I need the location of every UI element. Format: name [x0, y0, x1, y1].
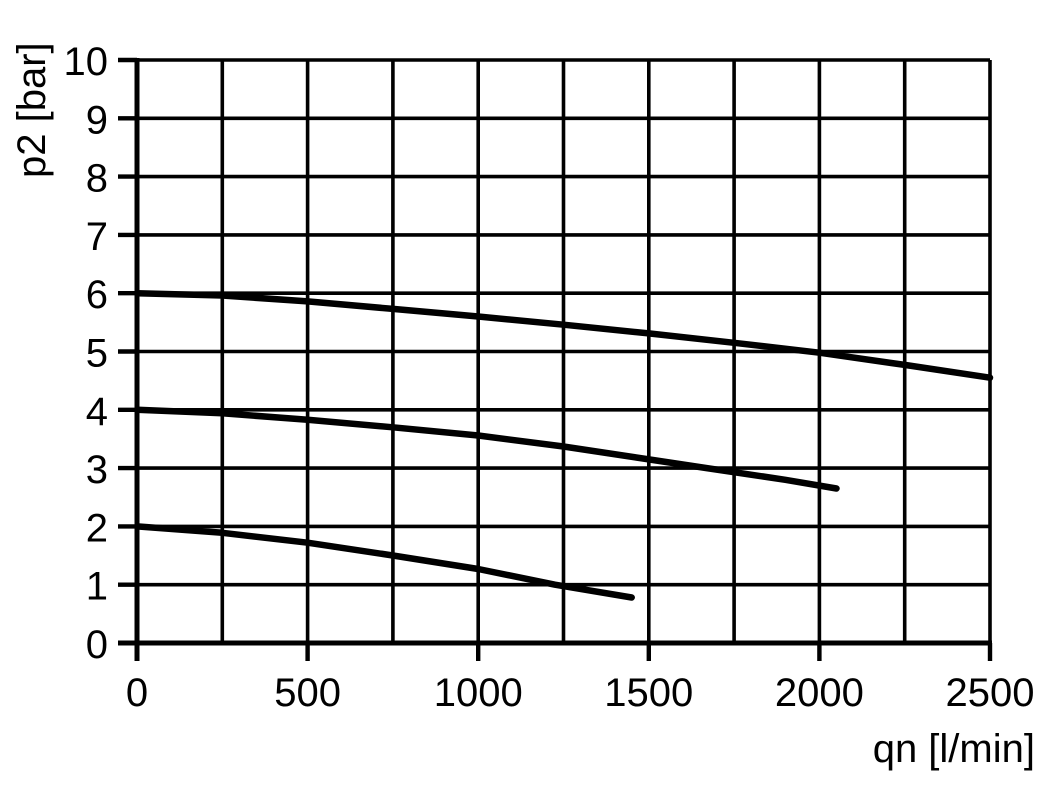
middle-curve	[133, 406, 840, 492]
y-tick-label: 9	[86, 98, 108, 142]
y-tick-label: 0	[86, 623, 108, 667]
upper-curve	[133, 289, 994, 381]
lower-curve	[133, 523, 635, 601]
curves-layer	[133, 289, 994, 601]
x-tick-label: 2500	[946, 671, 1035, 715]
y-tick-label: 5	[86, 332, 108, 376]
y-tick-label: 7	[86, 215, 108, 259]
y-tick-label: 4	[86, 390, 108, 434]
y-tick-label: 10	[64, 40, 109, 84]
tick-labels-layer: 0 500 1000 1500 2000 2500 0 1 2 3 4 5 6 7 8 9 10	[64, 40, 1035, 715]
y-axis-title: p2 [bar]	[10, 42, 54, 178]
y-tick-label: 1	[86, 565, 108, 609]
x-tick-label: 1000	[434, 671, 523, 715]
x-tick-label: 0	[126, 671, 148, 715]
y-tick-label: 2	[86, 506, 108, 550]
axes-layer	[118, 58, 992, 661]
x-tick-label: 500	[274, 671, 341, 715]
y-tick-label: 6	[86, 273, 108, 317]
x-tick-label: 1500	[604, 671, 693, 715]
y-tick-label: 8	[86, 157, 108, 201]
y-tick-label: 3	[86, 448, 108, 492]
x-tick-label: 2000	[775, 671, 864, 715]
grid-layer	[135, 58, 992, 645]
x-axis-title: qn [l/min]	[872, 727, 1035, 771]
